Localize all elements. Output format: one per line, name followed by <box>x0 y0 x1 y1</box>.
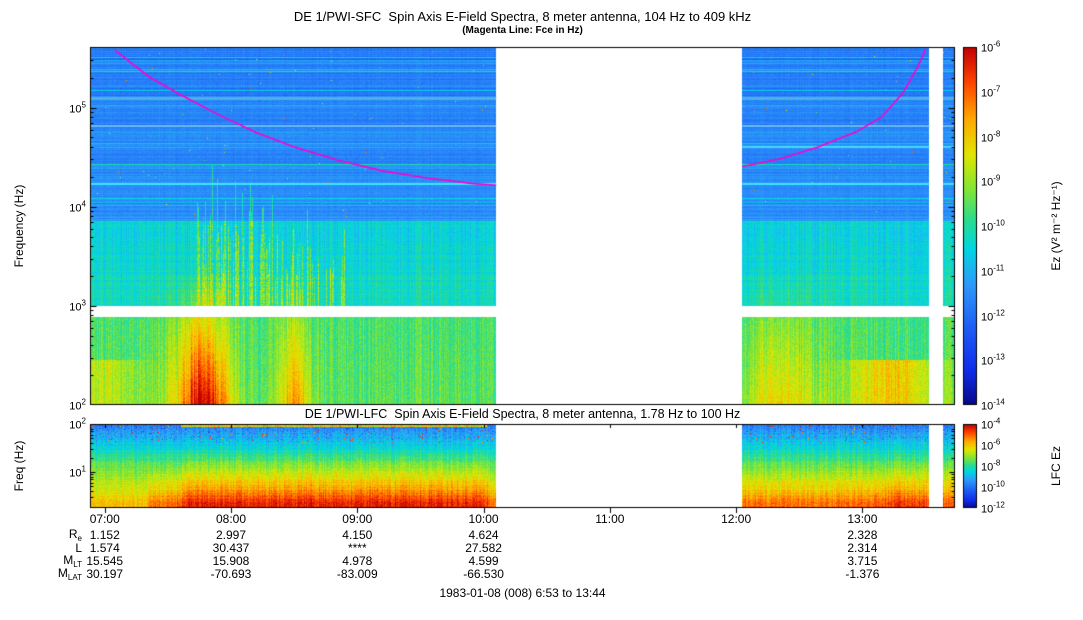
sfc-colorbar-tick: 10-14 <box>981 397 1005 413</box>
sfc-colorbar-tick: 10-9 <box>981 173 1001 189</box>
ephemeris-value: 2.314 <box>847 541 878 555</box>
ephemeris-value: 1.152 <box>89 528 120 542</box>
lfc-freq-tick: 101 <box>69 464 86 480</box>
sfc-colorbar-label: Ez (V² m⁻² Hz⁻¹) <box>1049 181 1063 271</box>
sfc-freq-tick: 102 <box>69 397 86 413</box>
sfc-colorbar-tick: 10-10 <box>981 218 1005 234</box>
lfc-y-axis-label: Freq (Hz) <box>12 440 26 492</box>
ephemeris-value: 4.599 <box>468 554 499 568</box>
sfc-colorbar-tick: 10-8 <box>981 129 1001 144</box>
time-tick-label: 10:00 <box>468 512 499 526</box>
ephemeris-value: 4.624 <box>468 528 499 542</box>
ephemeris-value: -70.693 <box>210 567 252 581</box>
ephemeris-value: -1.376 <box>845 567 880 581</box>
ephemeris-value: 15.908 <box>212 554 250 568</box>
ephemeris-row-label: MLAT <box>57 565 82 583</box>
ephemeris-value: 4.978 <box>342 554 373 568</box>
sfc-freq-tick: 103 <box>69 298 86 314</box>
time-tick-label: 08:00 <box>215 512 247 526</box>
time-tick-label: 07:00 <box>89 512 120 526</box>
sfc-colorbar-tick: 10-6 <box>981 39 1001 55</box>
ephemeris-value: 15.545 <box>86 554 124 568</box>
sfc-colorbar-tick: 10-13 <box>981 352 1005 368</box>
lfc-colorbar-tick: 10-6 <box>981 437 1001 453</box>
date-range-label: 1983-01-08 (008) 6:53 to 13:44 <box>439 586 606 600</box>
sfc-colorbar-tick: 10-7 <box>981 84 1001 100</box>
sfc-freq-tick: 104 <box>69 199 86 215</box>
sfc-subtitle: (Magenta Line: Fce in Hz) <box>462 25 583 36</box>
ephemeris-value: 30.437 <box>212 541 250 555</box>
lfc-colorbar-tick: 10-8 <box>981 458 1001 474</box>
ephemeris-value: 2.328 <box>847 528 878 542</box>
ephemeris-row-label: L <box>75 541 82 555</box>
sfc-colorbar-tick: 10-11 <box>981 263 1005 279</box>
ephemeris-value: 30.197 <box>86 567 124 581</box>
ephemeris-value: -83.009 <box>336 567 378 581</box>
time-tick-label: 11:00 <box>595 512 625 526</box>
ephemeris-value: **** <box>347 541 367 555</box>
lfc-colorbar-label: LFC Ez <box>1049 445 1063 487</box>
ephemeris-row-label: Re <box>68 526 82 544</box>
sfc-title: DE 1/PWI-SFC Spin Axis E-Field Spectra, … <box>293 9 752 24</box>
time-tick-label: 09:00 <box>342 512 373 526</box>
lfc-title: DE 1/PWI-LFC Spin Axis E-Field Spectra, … <box>304 407 741 421</box>
sfc-y-axis-label: Frequency (Hz) <box>12 184 26 268</box>
lfc-freq-tick: 102 <box>69 416 86 432</box>
ephemeris-value: 1.574 <box>89 541 120 555</box>
lfc-colorbar-tick: 10-4 <box>981 416 1001 432</box>
ephemeris-value: 2.997 <box>215 528 247 542</box>
lfc-colorbar-tick: 10-10 <box>981 479 1005 495</box>
ephemeris-value: 4.150 <box>342 528 373 542</box>
ephemeris-value: 3.715 <box>847 554 878 568</box>
time-tick-label: 13:00 <box>847 512 878 526</box>
ephemeris-value: -66.530 <box>463 567 504 581</box>
sfc-colorbar-tick: 10-12 <box>981 308 1005 323</box>
lfc-colorbar-tick: 10-12 <box>981 500 1005 516</box>
sfc-freq-tick: 105 <box>69 100 86 115</box>
ephemeris-value: 27.582 <box>465 541 502 555</box>
time-tick-label: 12:00 <box>721 512 752 526</box>
ephemeris-row-label: MLT <box>63 552 82 570</box>
